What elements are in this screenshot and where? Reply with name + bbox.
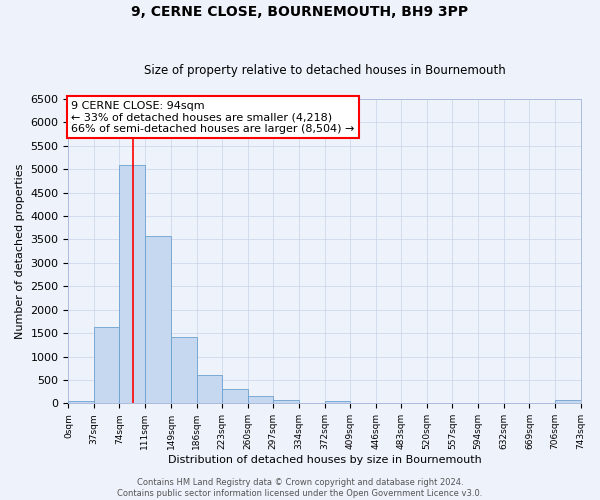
- Bar: [555, 400, 581, 404]
- Bar: [248, 396, 273, 404]
- Bar: [197, 375, 222, 404]
- Bar: [171, 337, 197, 404]
- Title: Size of property relative to detached houses in Bournemouth: Size of property relative to detached ho…: [143, 64, 505, 77]
- Bar: [94, 328, 119, 404]
- Bar: [145, 236, 171, 404]
- X-axis label: Distribution of detached houses by size in Bournemouth: Distribution of detached houses by size …: [167, 455, 481, 465]
- Text: 9 CERNE CLOSE: 94sqm
← 33% of detached houses are smaller (4,218)
66% of semi-de: 9 CERNE CLOSE: 94sqm ← 33% of detached h…: [71, 100, 355, 134]
- Bar: [68, 401, 94, 404]
- Bar: [325, 401, 350, 404]
- Bar: [222, 390, 248, 404]
- Bar: [273, 400, 299, 404]
- Text: 9, CERNE CLOSE, BOURNEMOUTH, BH9 3PP: 9, CERNE CLOSE, BOURNEMOUTH, BH9 3PP: [131, 5, 469, 19]
- Text: Contains HM Land Registry data © Crown copyright and database right 2024.
Contai: Contains HM Land Registry data © Crown c…: [118, 478, 482, 498]
- Bar: [119, 166, 145, 404]
- Y-axis label: Number of detached properties: Number of detached properties: [15, 164, 25, 339]
